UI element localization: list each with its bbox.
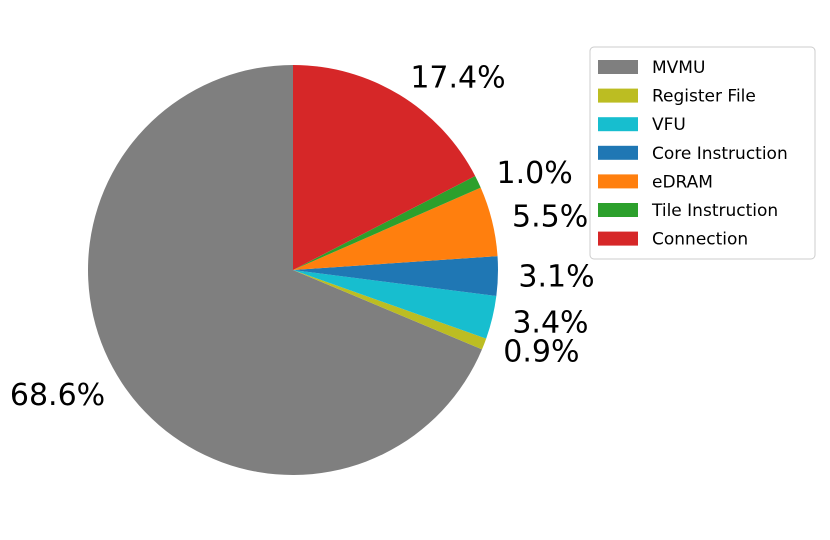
legend-swatch bbox=[598, 145, 638, 160]
slice-label: 3.4% bbox=[512, 305, 588, 340]
slice-label: 5.5% bbox=[512, 199, 588, 234]
slice-label: 0.9% bbox=[503, 334, 579, 369]
legend-entry: eDRAM bbox=[652, 172, 713, 192]
legend-entry: MVMU bbox=[652, 58, 705, 78]
legend-entry: Register File bbox=[652, 87, 756, 107]
pie-slice-connection bbox=[293, 64, 476, 270]
slice-label: 3.1% bbox=[518, 260, 594, 295]
pie-slice-edram bbox=[293, 187, 498, 270]
slice-label: 1.0% bbox=[497, 156, 573, 191]
legend-swatch bbox=[598, 117, 638, 132]
pie-slice-register-file bbox=[293, 270, 487, 350]
legend-swatch bbox=[598, 174, 638, 189]
legend-entry: VFU bbox=[652, 115, 686, 135]
legend-swatch bbox=[598, 231, 638, 246]
pie-slice-tile-instruction bbox=[293, 175, 481, 270]
legend-entry: Core Instruction bbox=[652, 144, 788, 164]
pie-slice-core-instruction bbox=[293, 256, 499, 297]
legend-swatch bbox=[598, 60, 638, 74]
pie-slice-vfu bbox=[293, 270, 497, 339]
slice-label: 17.4% bbox=[410, 60, 505, 95]
legend bbox=[589, 46, 816, 260]
legend-swatch bbox=[598, 88, 638, 103]
pie-slice-mvmu bbox=[88, 65, 482, 475]
legend-entry: Connection bbox=[652, 230, 748, 250]
slice-label: 68.6% bbox=[10, 378, 105, 413]
legend-entry: Tile Instruction bbox=[651, 201, 778, 221]
legend-swatch bbox=[598, 203, 638, 217]
